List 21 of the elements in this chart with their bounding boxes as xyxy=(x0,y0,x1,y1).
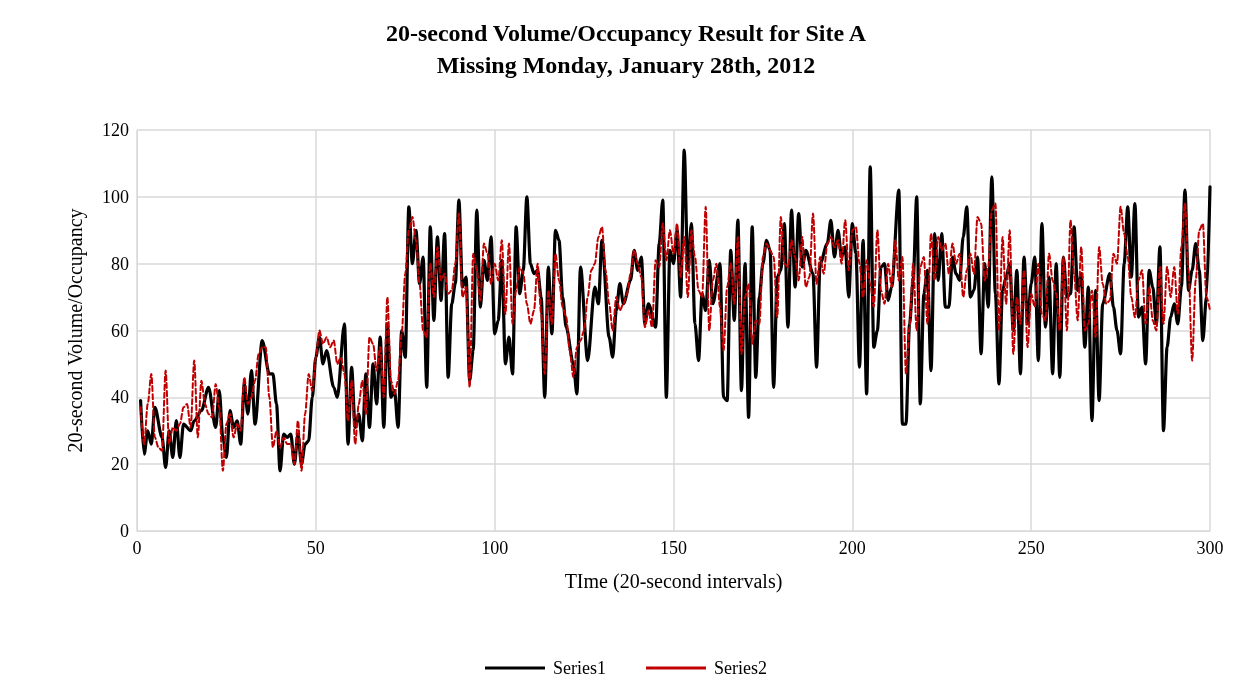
x-tick-label: 50 xyxy=(306,538,325,558)
line-series xyxy=(139,202,1211,472)
y-tick-label: 100 xyxy=(102,186,129,207)
chart-title: 20-second Volume/Occupancy Result for Site A xyxy=(385,20,867,46)
x-tick-label: 300 xyxy=(1196,538,1224,558)
y-tick-label: 60 xyxy=(111,320,129,341)
legend-label: Series1 xyxy=(553,658,607,678)
y-tick-label: 80 xyxy=(111,253,129,274)
x-tick-label: 200 xyxy=(838,538,866,558)
y-tick-label: 20 xyxy=(111,454,129,475)
y-axis-title: 20-second Volume/Occupancy xyxy=(64,208,87,453)
y-tick-label: 0 xyxy=(120,521,129,541)
x-tick-label: 100 xyxy=(481,538,509,558)
y-tick-label: 40 xyxy=(111,387,129,408)
chart-subtitle: Missing Monday, January 28th, 2012 xyxy=(436,52,816,78)
y-tick-label: 120 xyxy=(102,120,129,140)
legend-label: Series2 xyxy=(714,658,767,678)
x-axis-title: TIme (20-second intervals) xyxy=(564,570,783,593)
x-tick-label: 250 xyxy=(1017,538,1045,558)
x-tick-label: 150 xyxy=(660,538,687,558)
x-tick-label: 0 xyxy=(132,538,142,558)
